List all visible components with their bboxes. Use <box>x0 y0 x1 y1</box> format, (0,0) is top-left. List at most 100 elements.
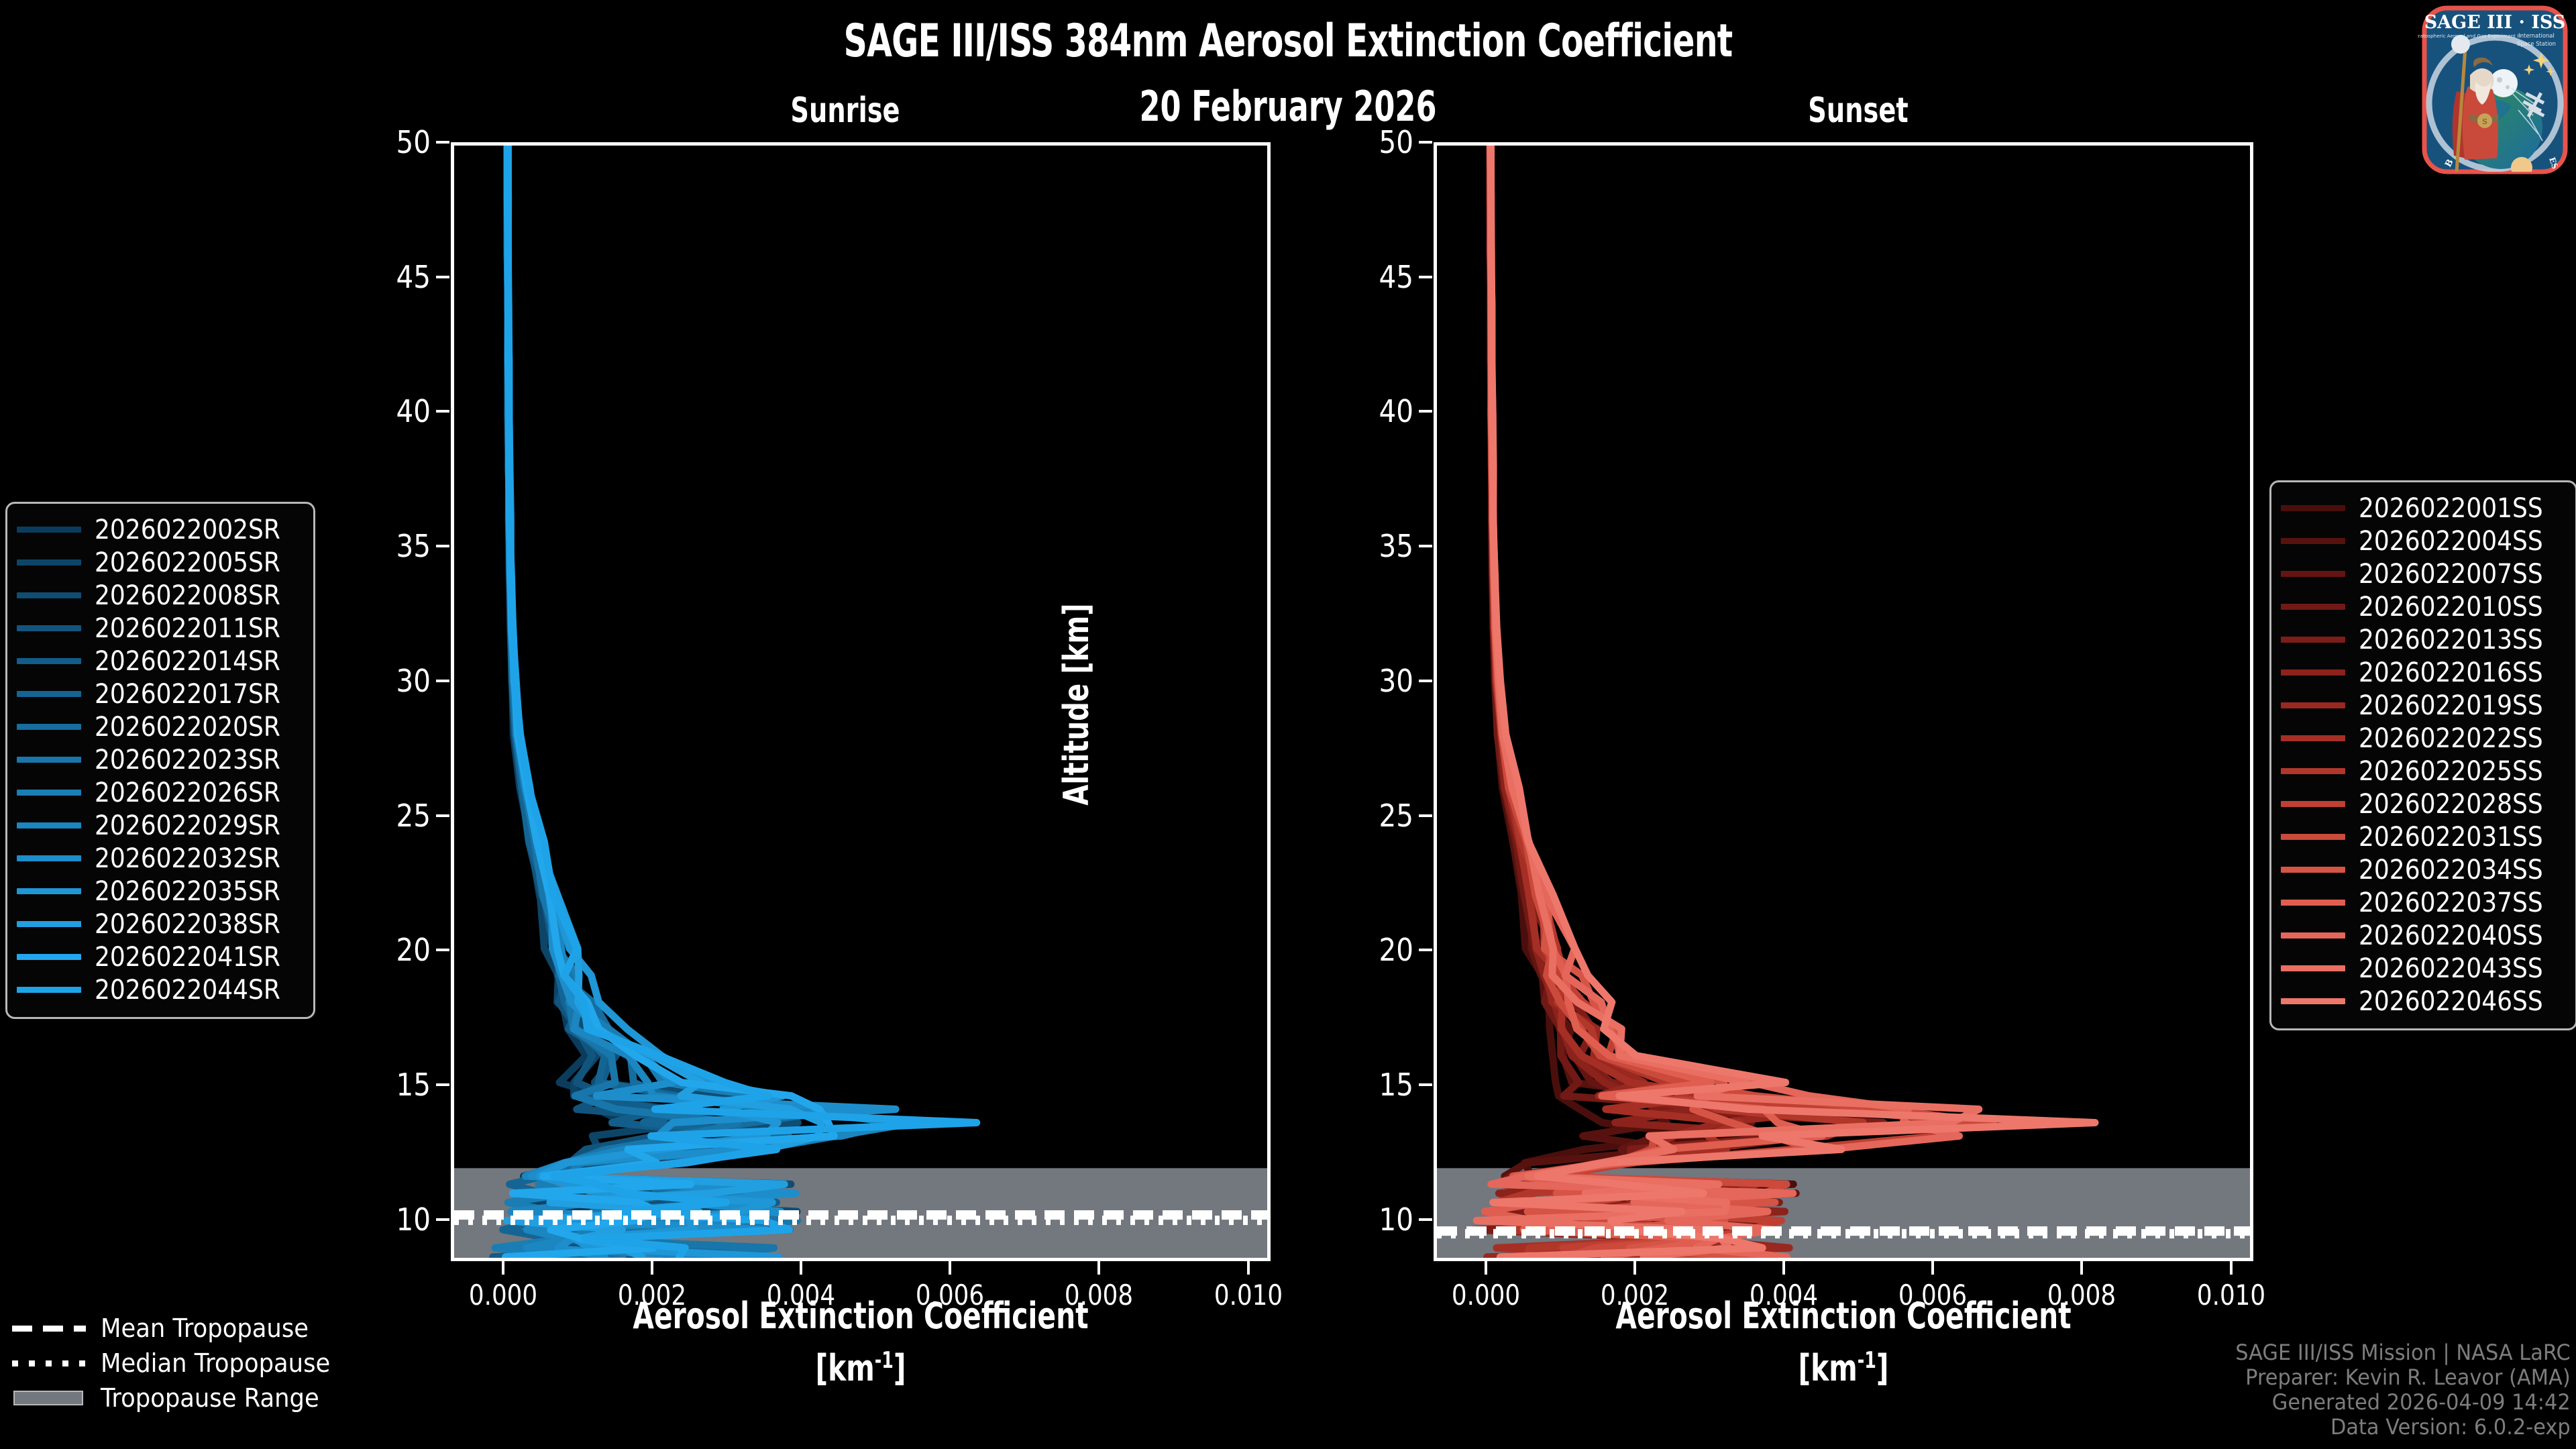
sunset-legend-item[interactable]: 2026022016SS <box>2281 656 2563 689</box>
y-tick-mark <box>1419 545 1432 548</box>
tropopause-range-swatch <box>12 1391 86 1405</box>
legend-color-swatch <box>2281 801 2345 807</box>
sunset-legend-item[interactable]: 2026022034SS <box>2281 853 2563 886</box>
sunrise-legend-item[interactable]: 2026022017SR <box>17 678 301 710</box>
legend-color-swatch <box>17 691 81 697</box>
x-tick-label: 0.000 <box>1451 1279 1520 1311</box>
x-tick-label: 0.004 <box>1750 1279 1819 1311</box>
legend-color-swatch <box>17 790 81 796</box>
sunset-series-legend[interactable]: 2026022001SS 2026022004SS 2026022007SS 2026… <box>2269 480 2576 1030</box>
sunset-legend-item[interactable]: 2026022043SS <box>2281 952 2563 985</box>
x-tick-mark <box>1246 1261 1250 1275</box>
legend-item-label: 2026022032SR <box>95 843 280 874</box>
sunrise-legend-item[interactable]: 2026022026SR <box>17 776 301 809</box>
y-tick-label: 20 <box>396 932 431 969</box>
legend-color-swatch <box>17 987 81 993</box>
sunrise-legend-item[interactable]: 2026022044SR <box>17 973 301 1006</box>
y-tick-label: 30 <box>396 662 431 699</box>
sunrise-legend-item[interactable]: 2026022029SR <box>17 809 301 842</box>
legend-item-label: 2026022013SS <box>2359 624 2543 655</box>
tropopause-legend-label: Tropopause Range <box>101 1383 319 1413</box>
sunrise-x-axis-unit: [km-1] <box>815 1347 906 1389</box>
sunrise-plot-canvas <box>454 146 1267 1258</box>
credit-line: SAGE III/ISS Mission | NASA LaRC <box>2235 1340 2571 1365</box>
x-tick-label: 0.010 <box>1214 1279 1283 1311</box>
y-tick-mark <box>436 410 449 413</box>
sunrise-legend-item[interactable]: 2026022005SR <box>17 546 301 579</box>
y-tick-mark <box>1419 141 1432 144</box>
legend-color-swatch <box>17 757 81 763</box>
sunset-legend-item[interactable]: 2026022022SS <box>2281 722 2563 755</box>
sunset-x-axis-unit: [km-1] <box>1798 1347 1889 1389</box>
x-tick-mark <box>501 1261 504 1275</box>
sunrise-legend-item[interactable]: 2026022002SR <box>17 513 301 546</box>
sunrise-legend-item[interactable]: 2026022035SR <box>17 875 301 908</box>
x-tick-label: 0.000 <box>468 1279 537 1311</box>
sunset-legend-item[interactable]: 2026022028SS <box>2281 788 2563 820</box>
sage-iii-iss-logo: S B ESA SAGE III · ISS Stratospheric Aer… <box>2413 3 2572 174</box>
sunrise-legend-item[interactable]: 2026022023SR <box>17 743 301 776</box>
legend-item-label: 2026022004SS <box>2359 525 2543 557</box>
y-tick-label: 15 <box>1379 1067 1413 1104</box>
sunset-legend-item[interactable]: 2026022025SS <box>2281 755 2563 788</box>
y-tick-label: 20 <box>1379 932 1413 969</box>
y-tick-mark <box>1419 949 1432 952</box>
y-tick-mark <box>436 1218 449 1221</box>
legend-item-label: 2026022034SS <box>2359 854 2543 885</box>
legend-item-label: 2026022043SS <box>2359 953 2543 984</box>
sunset-legend-item[interactable]: 2026022004SS <box>2281 525 2563 557</box>
sunrise-plot-area <box>451 142 1271 1261</box>
y-tick-label: 45 <box>1379 258 1413 295</box>
sunrise-legend-item[interactable]: 2026022038SR <box>17 908 301 941</box>
x-tick-label: 0.004 <box>767 1279 836 1311</box>
y-tick-label: 50 <box>1379 124 1413 160</box>
sunset-legend-item[interactable]: 2026022010SS <box>2281 590 2563 623</box>
sunset-legend-item[interactable]: 2026022019SS <box>2281 689 2563 722</box>
sunrise-x-axis-label: Aerosol Extinction Coefficient <box>633 1295 1089 1337</box>
y-tick-label: 25 <box>1379 797 1413 834</box>
sunset-legend-item[interactable]: 2026022040SS <box>2281 919 2563 952</box>
legend-color-swatch <box>17 559 81 566</box>
sunrise-legend-item[interactable]: 2026022020SR <box>17 710 301 743</box>
y-tick-mark <box>436 141 449 144</box>
legend-item-label: 2026022029SR <box>95 810 280 841</box>
sunrise-legend-item[interactable]: 2026022008SR <box>17 579 301 612</box>
sunset-legend-item[interactable]: 2026022037SS <box>2281 886 2563 919</box>
x-tick-mark <box>2229 1261 2233 1275</box>
legend-item-label: 2026022028SS <box>2359 788 2543 820</box>
sunset-legend-item[interactable]: 2026022031SS <box>2281 820 2563 853</box>
sunrise-legend-item[interactable]: 2026022032SR <box>17 842 301 875</box>
sunrise-legend-item[interactable]: 2026022014SR <box>17 645 301 678</box>
legend-color-swatch <box>2281 768 2345 774</box>
legend-color-swatch <box>2281 505 2345 511</box>
legend-color-swatch <box>2281 669 2345 676</box>
x-tick-mark <box>650 1261 653 1275</box>
y-tick-label: 45 <box>396 258 431 295</box>
sunrise-legend-item[interactable]: 2026022041SR <box>17 941 301 973</box>
profile-line <box>1487 146 2099 1258</box>
sunset-legend-item[interactable]: 2026022001SS <box>2281 492 2563 525</box>
sunset-legend-item[interactable]: 2026022046SS <box>2281 985 2563 1018</box>
legend-color-swatch <box>2281 735 2345 741</box>
sunset-legend-item[interactable]: 2026022007SS <box>2281 557 2563 590</box>
y-tick-mark <box>1419 275 1432 278</box>
tropopause-legend-item: Median Tropopause <box>12 1346 347 1381</box>
sunrise-series-legend[interactable]: 2026022002SR 2026022005SR 2026022008SR 2026… <box>5 502 315 1019</box>
sunrise-legend-item[interactable]: 2026022011SR <box>17 612 301 645</box>
y-tick-label: 50 <box>396 124 431 160</box>
sunset-legend-item[interactable]: 2026022013SS <box>2281 623 2563 656</box>
y-tick-mark <box>1419 1083 1432 1087</box>
credit-line: Preparer: Kevin R. Leavor (AMA) <box>2245 1364 2571 1390</box>
profile-line <box>503 146 981 1258</box>
legend-color-swatch <box>17 822 81 828</box>
x-tick-mark <box>1633 1261 1636 1275</box>
legend-item-label: 2026022040SS <box>2359 920 2543 951</box>
tropopause-legend-item: Mean Tropopause <box>12 1311 347 1346</box>
svg-text:Stratospheric Aerosol and Gas: Stratospheric Aerosol and Gas Experiment… <box>2418 33 2522 39</box>
x-tick-label: 0.002 <box>1600 1279 1670 1311</box>
legend-item-label: 2026022011SR <box>95 612 280 644</box>
legend-item-label: 2026022002SR <box>95 514 280 545</box>
legend-item-label: 2026022007SS <box>2359 558 2543 590</box>
svg-text:International: International <box>2518 32 2554 39</box>
legend-color-swatch <box>17 527 81 533</box>
